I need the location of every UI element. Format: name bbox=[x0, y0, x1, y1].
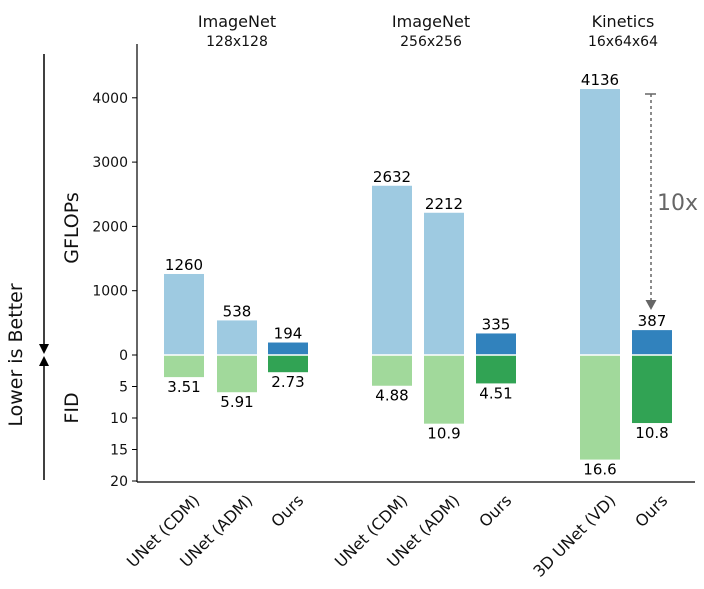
fid-bar bbox=[476, 355, 516, 384]
gflops-value-label: 4136 bbox=[581, 71, 619, 89]
fid-value-label: 10.8 bbox=[635, 424, 668, 442]
fid-bar bbox=[424, 355, 464, 424]
x-tick-label: Ours bbox=[631, 491, 671, 531]
gflops-bar bbox=[632, 330, 672, 355]
gflops-value-label: 1260 bbox=[165, 256, 203, 274]
up-arrow-head bbox=[39, 356, 49, 366]
fid-bar bbox=[217, 355, 257, 393]
fid-tick-label: 20 bbox=[110, 474, 128, 490]
gflops-tick-label: 1000 bbox=[92, 284, 128, 300]
fid-value-label: 10.9 bbox=[427, 425, 460, 443]
down-arrow-head bbox=[39, 344, 49, 354]
gflops-tick-label: 4000 bbox=[92, 91, 128, 107]
fid-bar bbox=[372, 355, 412, 386]
x-tick-label: Ours bbox=[267, 491, 307, 531]
fid-value-label: 3.51 bbox=[167, 378, 200, 396]
fid-tick-label: 5 bbox=[119, 380, 128, 396]
gflops-bar bbox=[268, 342, 308, 355]
gflops-value-label: 387 bbox=[638, 312, 667, 330]
annotation-label: 10x bbox=[657, 191, 698, 216]
group-title: ImageNet bbox=[198, 12, 276, 31]
group-title: ImageNet bbox=[392, 12, 470, 31]
gflops-bar bbox=[424, 212, 464, 355]
fid-value-label: 4.88 bbox=[375, 387, 408, 405]
gflops-bar bbox=[372, 185, 412, 355]
x-tick-label: 3D UNet (VD) bbox=[529, 491, 619, 581]
fid-bar bbox=[164, 355, 204, 378]
lower-is-better-label: Lower is Better bbox=[5, 283, 27, 426]
gflops-value-label: 335 bbox=[482, 315, 511, 333]
gflops-tick-label: 2000 bbox=[92, 219, 128, 235]
fid-axis-title: FID bbox=[61, 392, 83, 423]
gflops-value-label: 2632 bbox=[373, 168, 411, 186]
gflops-bar bbox=[164, 273, 204, 355]
gflops-value-label: 194 bbox=[274, 325, 303, 343]
fid-value-label: 4.51 bbox=[479, 384, 512, 402]
gflops-bar bbox=[217, 320, 257, 355]
gflops-axis-title: GFLOPs bbox=[61, 192, 83, 264]
gflops-tick-label: 3000 bbox=[92, 155, 128, 171]
fid-bar bbox=[580, 355, 620, 460]
x-tick-label: Ours bbox=[475, 491, 515, 531]
annotation-arrowhead bbox=[645, 300, 657, 310]
gflops-value-label: 2212 bbox=[425, 195, 463, 213]
gflops-bar bbox=[580, 89, 620, 355]
fid-tick-label: 10 bbox=[110, 411, 128, 427]
gflops-tick-label: 0 bbox=[119, 348, 128, 364]
axes: 4000 3000 2000 1000 0 5 10 15 20 GFLOPs FID Lower i… bbox=[5, 44, 695, 490]
bars bbox=[164, 89, 672, 460]
group-subtitle: 256x256 bbox=[400, 34, 462, 50]
gflops-bar bbox=[476, 333, 516, 355]
fid-bar bbox=[268, 355, 308, 373]
group-title: Kinetics bbox=[592, 12, 655, 31]
group-subtitle: 128x128 bbox=[206, 34, 268, 50]
group-subtitle: 16x64x64 bbox=[588, 34, 658, 50]
fid-value-label: 5.91 bbox=[220, 393, 253, 411]
fid-bar bbox=[632, 355, 672, 424]
fid-value-label: 16.6 bbox=[583, 461, 616, 479]
fid-tick-label: 15 bbox=[110, 443, 128, 459]
fid-value-label: 2.73 bbox=[271, 373, 304, 391]
gflops-value-label: 538 bbox=[223, 302, 252, 320]
